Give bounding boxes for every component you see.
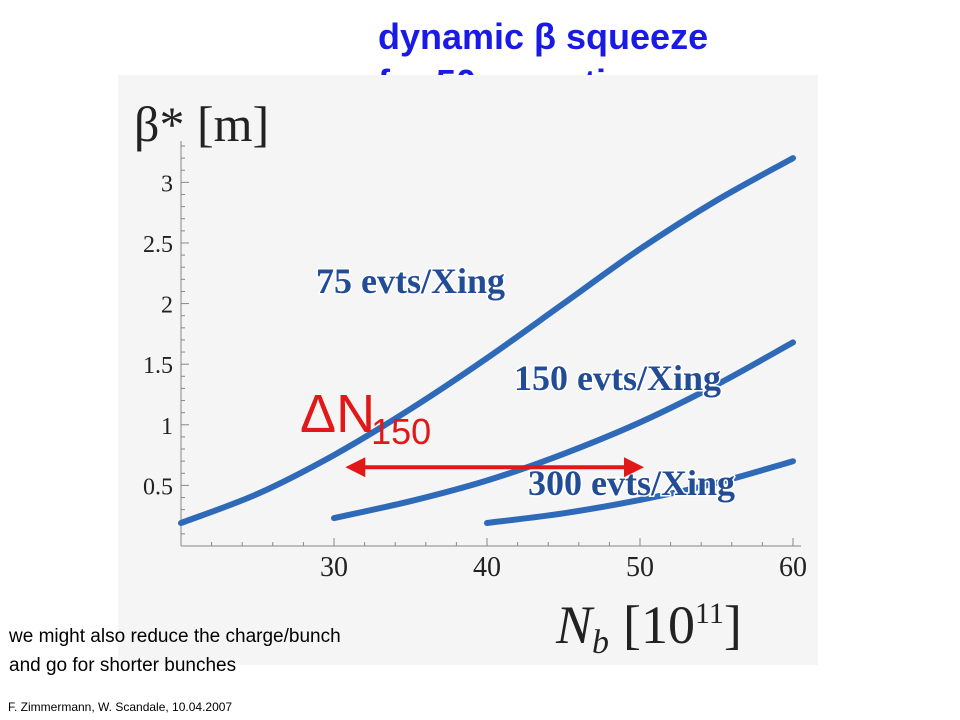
series-line-2	[331, 339, 796, 522]
x-axis-label-close: ]	[724, 595, 742, 655]
beta-star-chart: 30 40 50 60 0.5 1 1.5 2 2.5 3 β* [m] Nb [1011] 75 evt…	[134, 96, 807, 661]
footer-credit: F. Zimmermann, W. Scandale, 10.04.2007	[8, 700, 233, 714]
x-axis-label: Nb [1011]	[555, 595, 742, 661]
note-line-1: we might also reduce the charge/bunch	[9, 626, 341, 647]
note-line-2: and go for shorter bunches	[9, 655, 237, 676]
note: we might also reduce the charge/bunch an…	[9, 622, 341, 680]
y-tick-label: 1.5	[143, 353, 173, 379]
series-label-2: 150 evts/Xing	[514, 358, 721, 398]
y-tick-label: 3	[161, 171, 173, 197]
series-line-1	[178, 155, 796, 526]
x-tick-label: 60	[779, 552, 807, 583]
x-axis-label-sub: b	[592, 624, 609, 661]
x-axis-label-exponent: 11	[695, 597, 724, 630]
x-tick-label: 50	[626, 552, 654, 583]
x-tick-label: 40	[473, 552, 501, 583]
y-tick-label: 2.5	[143, 232, 173, 258]
y-axis-label: β* [m]	[134, 96, 269, 152]
delta-n-label-main: ΔN	[300, 384, 375, 444]
delta-n-label-sub: 150	[371, 411, 431, 452]
series-line-3	[484, 458, 796, 526]
x-axis-label-main: N	[555, 595, 595, 655]
title-line-1: dynamic β squeeze	[378, 16, 709, 57]
delta-n-label: ΔN150	[300, 384, 431, 452]
x-axis-label-unit: [10	[623, 595, 695, 655]
y-tick-label: 2	[161, 293, 173, 319]
plot-panel: 30 40 50 60 0.5 1 1.5 2 2.5 3 β* [m] Nb [1011] 75 evt…	[118, 75, 818, 665]
y-tick-label: 1	[161, 414, 173, 440]
x-tick-label: 30	[320, 552, 348, 583]
y-tick-label: 0.5	[143, 474, 173, 500]
series-label-1: 75 evts/Xing	[316, 261, 505, 301]
